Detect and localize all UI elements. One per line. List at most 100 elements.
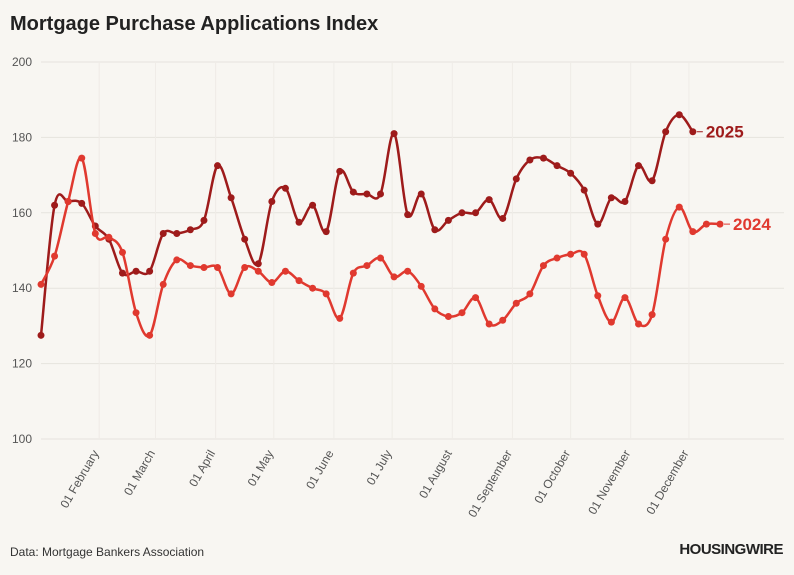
data-point: [132, 267, 140, 275]
data-point: [173, 256, 181, 264]
data-point: [635, 162, 643, 170]
data-point: [526, 156, 534, 164]
data-point: [295, 218, 303, 226]
source: Data: Mortgage Bankers Association: [10, 545, 204, 559]
data-point: [499, 214, 507, 222]
data-point: [716, 220, 724, 228]
data-point: [648, 311, 656, 319]
data-point: [662, 235, 670, 243]
data-point: [689, 228, 697, 236]
data-point: [444, 216, 452, 224]
data-point: [607, 318, 615, 326]
y-tick-label: 180: [12, 130, 32, 144]
data-point: [336, 314, 344, 322]
data-point: [118, 269, 126, 277]
data-point: [607, 194, 615, 202]
x-tick-label: 01 June: [303, 447, 337, 491]
data-point: [268, 197, 276, 205]
data-point: [472, 209, 480, 217]
data-point: [390, 273, 398, 281]
x-tick-label: 01 August: [416, 447, 455, 501]
data-point: [404, 211, 412, 219]
data-point: [594, 292, 602, 300]
chart-title: Mortgage Purchase Applications Index: [10, 13, 378, 35]
x-tick-label: 01 February: [57, 448, 101, 511]
data-point: [499, 316, 507, 324]
data-point: [309, 284, 317, 292]
x-tick-label: 01 July: [364, 448, 395, 488]
data-point: [241, 263, 249, 271]
data-point: [363, 190, 371, 198]
x-tick-label: 01 April: [186, 448, 218, 490]
data-point: [146, 331, 154, 339]
data-point: [64, 197, 72, 205]
data-point: [417, 190, 425, 198]
data-point: [78, 199, 86, 207]
series-label: 2024: [733, 215, 771, 234]
data-point: [648, 177, 656, 185]
data-point: [580, 186, 588, 194]
y-tick-label: 160: [12, 206, 32, 220]
data-point: [512, 299, 520, 307]
data-point: [635, 320, 643, 328]
data-point: [268, 279, 276, 287]
brand-logo: HOUSINGWIRE: [679, 541, 783, 558]
data-point: [553, 254, 561, 262]
data-point: [37, 331, 45, 339]
data-point: [159, 280, 167, 288]
data-point: [322, 290, 330, 298]
x-tick-label: 01 November: [585, 448, 633, 517]
data-point: [377, 190, 384, 198]
data-point: [146, 267, 154, 275]
data-point: [254, 267, 262, 275]
data-point: [295, 277, 303, 285]
data-point: [553, 162, 561, 170]
data-point: [539, 154, 547, 162]
data-point: [390, 130, 398, 138]
data-point: [458, 209, 466, 217]
data-point: [281, 267, 289, 275]
data-point: [472, 294, 480, 302]
x-tick-label: 01 September: [465, 448, 515, 520]
data-point: [349, 188, 357, 196]
data-point: [186, 226, 194, 234]
data-point: [214, 263, 222, 271]
data-point: [621, 197, 629, 205]
data-point: [675, 111, 683, 119]
data-point: [567, 250, 575, 258]
data-point: [51, 201, 59, 209]
y-tick-label: 100: [12, 432, 32, 446]
data-point: [214, 162, 222, 170]
data-point: [363, 262, 371, 270]
data-point: [675, 203, 683, 211]
data-point: [567, 169, 575, 177]
data-point: [512, 175, 520, 183]
data-point: [200, 216, 208, 224]
data-point: [662, 128, 670, 136]
data-point: [689, 128, 697, 136]
data-point: [78, 154, 86, 162]
data-point: [186, 262, 194, 270]
data-point: [37, 280, 45, 288]
data-point: [159, 230, 167, 238]
data-point: [485, 320, 493, 328]
data-point: [431, 305, 439, 313]
data-point: [336, 167, 344, 175]
x-tick-label: 01 May: [245, 448, 277, 489]
data-point: [281, 184, 289, 192]
data-point: [485, 196, 493, 204]
data-point: [539, 262, 547, 270]
data-point: [404, 267, 412, 275]
data-point: [241, 235, 249, 243]
data-point: [417, 282, 425, 290]
data-point: [349, 269, 357, 277]
data-point: [51, 252, 59, 260]
data-point: [580, 250, 588, 258]
data-point: [254, 260, 262, 268]
data-point: [594, 220, 602, 228]
x-tick-label: 01 October: [531, 448, 573, 506]
data-point: [621, 294, 629, 302]
data-point: [173, 230, 181, 238]
y-tick-label: 140: [12, 281, 32, 295]
